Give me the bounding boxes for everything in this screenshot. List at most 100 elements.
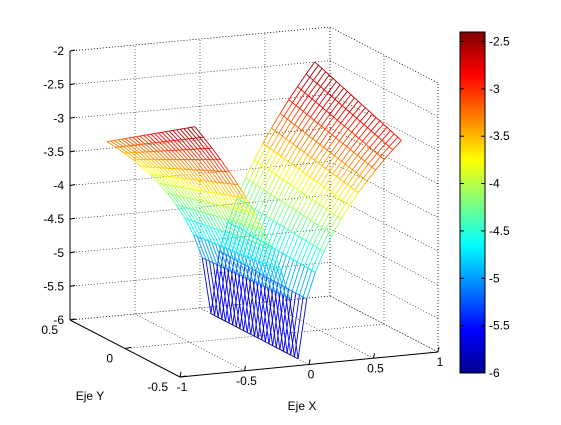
mesh-line <box>387 127 391 130</box>
mesh-line <box>347 185 351 188</box>
mesh-line <box>314 180 318 183</box>
mesh-line <box>293 192 302 209</box>
mesh-line <box>348 129 352 132</box>
mesh-line <box>294 172 303 187</box>
mesh-line <box>214 193 218 194</box>
mesh-line <box>305 180 314 195</box>
mesh-line <box>277 154 281 157</box>
mesh-line <box>303 158 312 172</box>
mesh-line <box>183 150 192 160</box>
mesh-line <box>261 149 270 165</box>
mesh-line <box>133 137 137 138</box>
mesh-line <box>286 125 295 139</box>
mesh-line <box>270 199 279 218</box>
mesh-line <box>303 111 307 114</box>
colorbar-tick-label: -2.5 <box>489 34 510 48</box>
mesh-line <box>376 118 380 121</box>
mesh-line <box>297 133 306 147</box>
mesh-line <box>174 186 178 187</box>
mesh-line <box>301 177 310 192</box>
mesh-line <box>280 225 284 227</box>
mesh-line <box>288 230 292 232</box>
mesh-line <box>344 126 348 129</box>
mesh-line <box>236 197 240 198</box>
mesh-line <box>351 95 355 98</box>
mesh-line <box>352 132 356 135</box>
mesh-line <box>280 177 284 179</box>
mesh-line <box>300 197 309 213</box>
mesh-line <box>295 125 299 128</box>
z-tick-label: -5.5 <box>43 279 64 293</box>
mesh-line <box>313 245 317 247</box>
mesh-line <box>339 141 343 144</box>
mesh-line <box>130 146 139 153</box>
mesh-line <box>124 153 133 159</box>
mesh-line <box>159 183 163 184</box>
mesh-line <box>129 138 138 145</box>
mesh-line <box>343 144 347 147</box>
mesh-line <box>275 180 284 197</box>
mesh-line <box>338 217 342 219</box>
z-tick-label: -5 <box>53 246 64 260</box>
z-tick-label: -4 <box>53 179 64 193</box>
mesh-line <box>319 150 328 163</box>
mesh-line <box>300 136 309 150</box>
mesh-line <box>266 197 275 216</box>
mesh-line <box>310 177 314 180</box>
mesh-line <box>329 132 333 135</box>
mesh-line <box>315 62 319 65</box>
mesh-line <box>186 150 195 160</box>
mesh-line <box>295 216 304 234</box>
mesh-line <box>256 185 260 187</box>
mesh-line <box>318 65 322 68</box>
mesh-line <box>309 243 313 245</box>
mesh-line <box>262 195 271 214</box>
mesh-line <box>378 137 382 140</box>
y-tick <box>125 348 131 349</box>
mesh-line <box>266 131 275 146</box>
mesh-line <box>317 83 321 86</box>
mesh-line <box>324 174 333 187</box>
mesh-line <box>307 218 311 220</box>
mesh-line <box>375 134 379 137</box>
mesh-line <box>365 161 369 164</box>
mesh-line <box>312 99 316 102</box>
mesh-line <box>158 133 167 141</box>
mesh-line <box>365 108 369 111</box>
mesh-line <box>288 147 297 162</box>
mesh-line <box>299 155 308 169</box>
mesh-line <box>293 130 302 144</box>
x-tick <box>438 347 439 352</box>
mesh-line <box>389 147 393 150</box>
mesh-line <box>283 180 287 182</box>
mesh-line <box>270 218 274 220</box>
grid-line <box>330 229 438 285</box>
mesh-line <box>330 198 339 212</box>
mesh-line <box>177 187 181 188</box>
mesh-line <box>191 127 200 137</box>
mesh-line <box>161 151 170 160</box>
colorbar: -2.5-3-3.5-4-4.5-5-5.5-6 <box>460 32 510 380</box>
mesh-line <box>335 99 339 102</box>
mesh-line <box>145 144 154 152</box>
mesh-line <box>327 195 336 209</box>
mesh-line <box>322 227 326 229</box>
mesh-line <box>304 199 313 215</box>
mesh-line <box>289 100 293 103</box>
mesh-line <box>261 165 265 167</box>
mesh-line <box>149 143 158 151</box>
colorbar-tick-label: -4.5 <box>489 224 510 238</box>
mesh-line <box>184 188 188 189</box>
mesh-line <box>249 163 258 181</box>
mesh-line <box>339 198 343 201</box>
mesh-line <box>280 114 284 117</box>
mesh-line <box>368 164 372 167</box>
mesh-line <box>293 144 297 147</box>
mesh-line <box>303 270 312 297</box>
mesh-line <box>340 85 344 88</box>
mesh-line <box>309 136 313 139</box>
mesh-line <box>292 264 301 291</box>
mesh-line <box>114 140 123 146</box>
mesh-line <box>300 109 304 112</box>
mesh-line <box>313 227 322 245</box>
